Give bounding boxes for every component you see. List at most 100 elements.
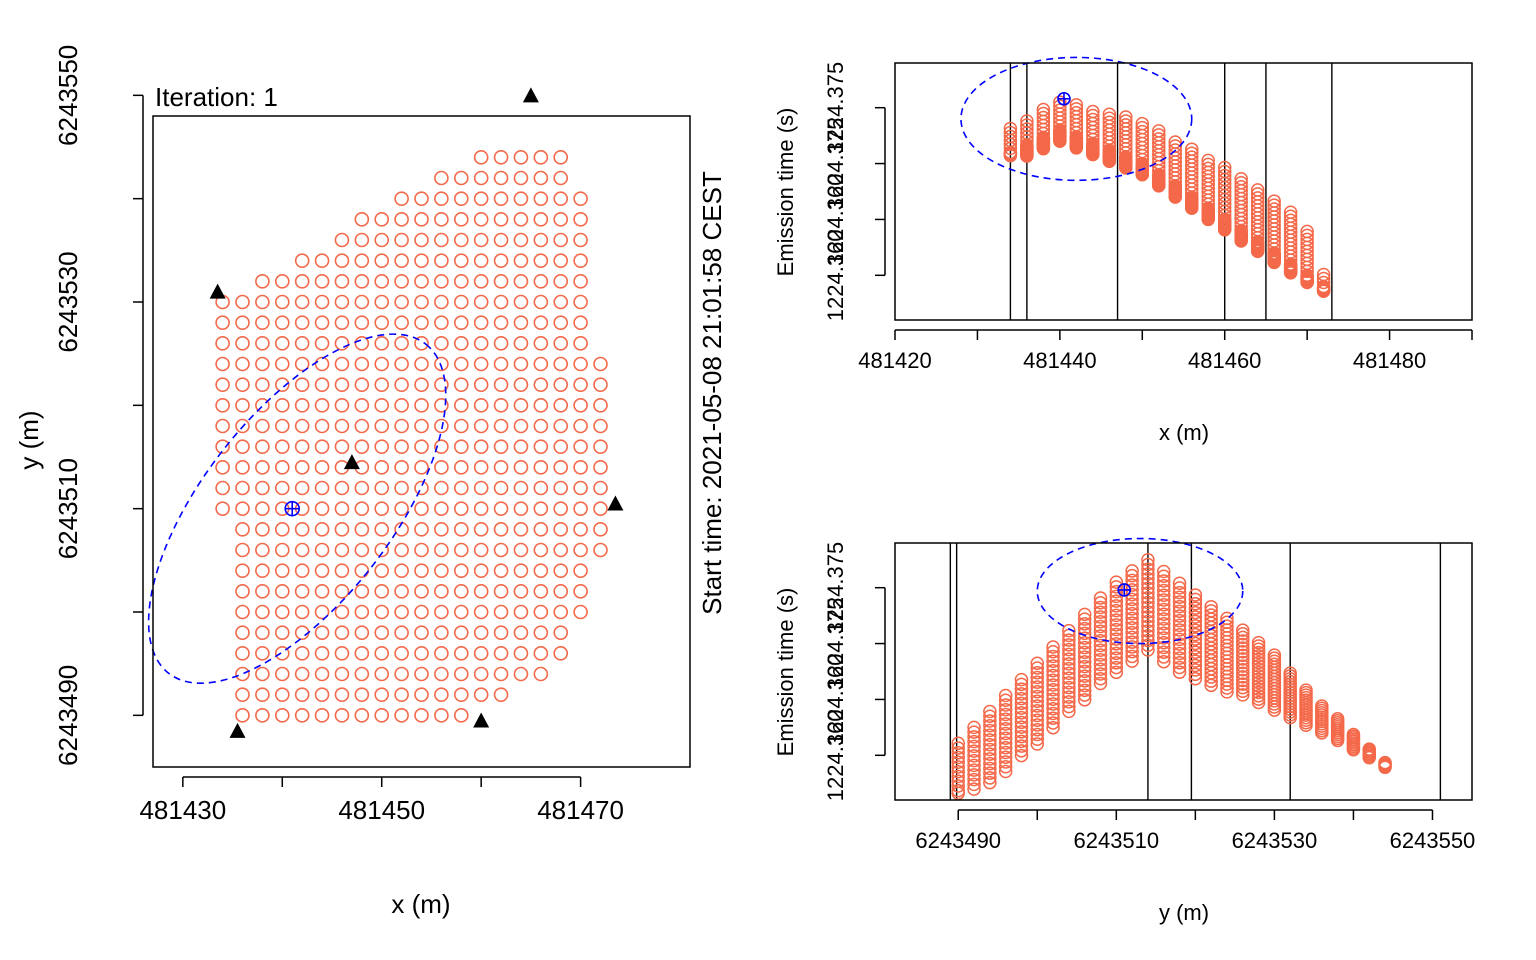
candidate-point [493, 584, 509, 599]
emission-point [1077, 659, 1092, 674]
candidate-point [493, 501, 509, 516]
emission-point [1236, 659, 1250, 673]
emission-point [1330, 733, 1345, 748]
emission-point [998, 693, 1013, 708]
emission-point [998, 717, 1013, 731]
candidate-point [414, 294, 429, 310]
candidate-point [334, 377, 350, 392]
candidate-point [235, 460, 250, 475]
emission-point [1188, 623, 1203, 637]
emission-point [1188, 658, 1203, 673]
candidate-point [255, 356, 270, 372]
emission-point [1125, 649, 1139, 664]
candidate-point [473, 439, 489, 454]
emission-point [1093, 624, 1108, 639]
candidate-point [414, 315, 429, 330]
candidate-point [334, 563, 350, 578]
emission-point [1014, 744, 1029, 758]
emission-point [1316, 275, 1331, 290]
y-tick-label: 1224.360 [823, 174, 848, 266]
candidate-point [473, 460, 489, 475]
emission-point [1030, 675, 1045, 690]
candidate-point [334, 294, 350, 310]
candidate-point [493, 253, 509, 268]
candidate-point [414, 646, 429, 661]
emission-point [1014, 682, 1029, 696]
emission-point [1300, 232, 1314, 247]
candidate-point [473, 480, 489, 496]
candidate-point [553, 439, 569, 454]
emission-point [1156, 574, 1171, 588]
candidate-point [414, 687, 429, 702]
candidate-point [493, 315, 509, 330]
candidate-point [453, 646, 469, 661]
error-ellipse [960, 56, 1193, 182]
emission-point [998, 722, 1013, 736]
candidate-point [473, 274, 489, 289]
candidate-point [274, 315, 290, 330]
emission-point [1300, 228, 1314, 243]
candidate-point [394, 294, 409, 310]
candidate-point [553, 212, 569, 227]
candidate-point [294, 336, 310, 351]
emission-point [1236, 684, 1250, 699]
candidate-point [533, 377, 549, 392]
emission-point [1125, 616, 1139, 630]
candidate-point [274, 336, 290, 351]
emission-point [1300, 224, 1314, 239]
emission-point [1102, 107, 1117, 121]
emission-point [1014, 701, 1029, 715]
emission-point [1014, 677, 1029, 692]
emission-point [1077, 612, 1092, 626]
emission-point [1267, 194, 1281, 208]
candidate-point [553, 274, 569, 289]
emission-point [1362, 750, 1376, 765]
candidate-point [553, 191, 569, 206]
candidate-point [573, 542, 588, 558]
candidate-point [235, 563, 250, 578]
candidate-point [533, 439, 549, 454]
emission-point [1188, 654, 1203, 668]
emission-point [1172, 637, 1187, 651]
emission-point [1188, 588, 1203, 602]
candidate-point [374, 687, 390, 702]
candidate-point [354, 398, 370, 413]
candidate-point [573, 439, 588, 454]
candidate-point [354, 563, 370, 578]
emission-point [1125, 621, 1139, 635]
candidate-point [513, 584, 529, 599]
emission-point [1077, 688, 1092, 702]
emission-point [1093, 676, 1108, 691]
candidate-point [414, 232, 429, 248]
emission-point [1125, 573, 1139, 588]
candidate-point [513, 170, 529, 186]
candidate-point [354, 604, 370, 620]
emission-point [1036, 102, 1051, 117]
candidate-point [453, 542, 469, 558]
candidate-point [553, 480, 569, 496]
emission-point [1250, 187, 1265, 201]
emission-point [1251, 645, 1266, 660]
candidate-point [473, 501, 489, 516]
candidate-point [334, 708, 350, 723]
candidate-point [394, 253, 409, 268]
emission-point [1172, 585, 1187, 600]
candidate-point [593, 398, 608, 413]
candidate-point [294, 666, 310, 682]
candidate-point [573, 232, 588, 248]
candidate-point [573, 356, 588, 372]
candidate-point [235, 294, 250, 310]
emission-point [1003, 121, 1018, 136]
emission-point [1251, 669, 1266, 683]
candidate-point [235, 666, 250, 682]
candidate-point [453, 584, 469, 599]
emission-point [1156, 631, 1171, 645]
emission-point [967, 777, 981, 792]
emission-point [1283, 213, 1298, 227]
candidate-points [215, 150, 608, 723]
candidate-point [473, 170, 489, 186]
emission-point [983, 737, 997, 752]
emission-point [1188, 614, 1203, 629]
emission-point [1125, 597, 1139, 611]
emission-point [1172, 581, 1187, 595]
